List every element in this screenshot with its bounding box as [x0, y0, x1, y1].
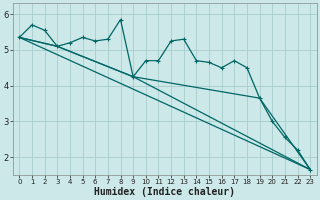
X-axis label: Humidex (Indice chaleur): Humidex (Indice chaleur)	[94, 186, 235, 197]
